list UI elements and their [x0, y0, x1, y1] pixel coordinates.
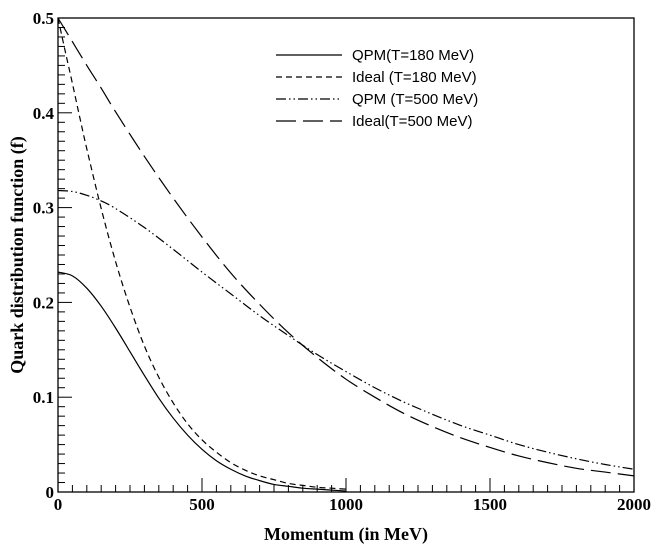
x-tick-label: 1500: [473, 495, 507, 514]
legend-label: Ideal(T=500 MeV): [352, 113, 472, 130]
axis-tick-labels: 0 500 1000 1500 2000 0 0.1 0.2 0.3 0.4 0.5: [33, 9, 651, 514]
y-tick-label: 0.2: [33, 293, 54, 312]
legend: QPM(T=180 MeV) Ideal (T=180 MeV) QPM (T=50…: [276, 47, 478, 130]
plot-frame: [57, 17, 635, 493]
y-axis-title: Quark distribution function (f): [7, 136, 28, 374]
legend-label: QPM(T=180 MeV): [352, 47, 474, 64]
series-line-qpm-t-180-mev: [57, 271, 347, 492]
y-tick-label: 0.4: [33, 104, 55, 123]
x-tick-label: 1000: [329, 495, 363, 514]
x-axis-title: Momentum (in MeV): [264, 524, 428, 545]
series-line-ideal-t-180-mev: [57, 17, 347, 490]
series-line-qpm-t-500-mev: [57, 189, 635, 470]
series-line-ideal-t-500-mev: [57, 17, 635, 477]
y-tick-label: 0.3: [33, 199, 54, 218]
legend-label: QPM (T=500 MeV): [352, 91, 478, 108]
axis-ticks: [57, 17, 635, 493]
legend-label: Ideal (T=180 MeV): [352, 69, 477, 86]
x-tick-label: 500: [189, 495, 215, 514]
x-tick-label: 2000: [617, 495, 651, 514]
series-lines: [57, 17, 635, 492]
y-tick-label: 0: [46, 483, 55, 502]
y-tick-label: 0.5: [33, 9, 54, 28]
x-tick-label: 0: [54, 495, 63, 514]
y-tick-label: 0.1: [33, 388, 54, 407]
